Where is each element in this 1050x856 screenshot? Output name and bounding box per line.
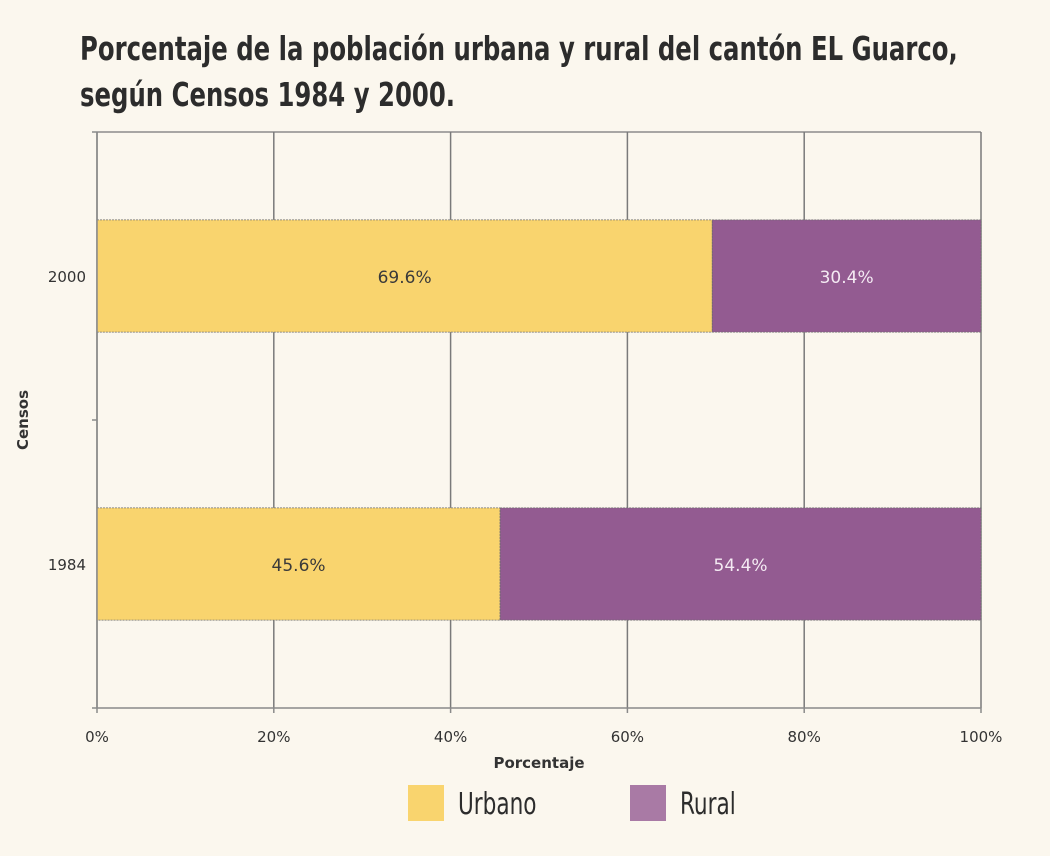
x-tick-label-0: 0%	[85, 728, 109, 746]
legend-label-urbano: Urbano	[458, 787, 537, 822]
data-label-urbano-2000: 69.6%	[378, 268, 432, 288]
bar-urbano-1984	[96, 507, 501, 621]
plot-area	[97, 132, 981, 708]
x-tick-label-5: 100%	[960, 728, 1003, 746]
x-tick-label-2: 40%	[434, 728, 467, 746]
y-tick-label-2000: 2000	[48, 268, 86, 286]
plot-background	[97, 132, 981, 708]
bars	[96, 219, 982, 621]
bar-rural-2000	[711, 219, 982, 333]
x-tick-label-3: 60%	[611, 728, 644, 746]
chart-title: Porcentaje de la población urbana y rura…	[80, 26, 958, 118]
legend-label-rural: Rural	[680, 787, 736, 822]
data-label-urbano-1984: 45.6%	[272, 556, 326, 576]
legend-swatch-rural	[630, 785, 666, 821]
chart-title-line-2: según Censos 1984 y 2000.	[80, 75, 456, 114]
bar-urbano-2000	[96, 219, 713, 333]
y-axis-label: Censos	[14, 390, 32, 450]
chart-title-line-1: Porcentaje de la población urbana y rura…	[80, 29, 958, 68]
legend-item-rural: Rural	[630, 785, 790, 825]
x-axis-label: Porcentaje	[493, 754, 584, 772]
data-label-rural-2000: 30.4%	[820, 268, 874, 288]
legend-swatch-urbano	[408, 785, 444, 821]
labels: 69.6% 30.4% 2000 45.6% 54.4% 1984 0% 20% 40% 60% 8…	[48, 268, 1003, 746]
axes	[92, 131, 982, 713]
bar-chart: 69.6% 30.4% 2000 45.6% 54.4% 1984 0% 20% 40% 60% 8…	[14, 131, 1003, 772]
x-tick-label-1: 20%	[257, 728, 290, 746]
bar-rural-1984	[499, 507, 982, 621]
x-tick-label-4: 80%	[788, 728, 821, 746]
data-label-rural-1984: 54.4%	[714, 556, 768, 576]
legend-item-urbano: Urbano	[408, 785, 568, 825]
y-tick-label-1984: 1984	[48, 556, 86, 574]
